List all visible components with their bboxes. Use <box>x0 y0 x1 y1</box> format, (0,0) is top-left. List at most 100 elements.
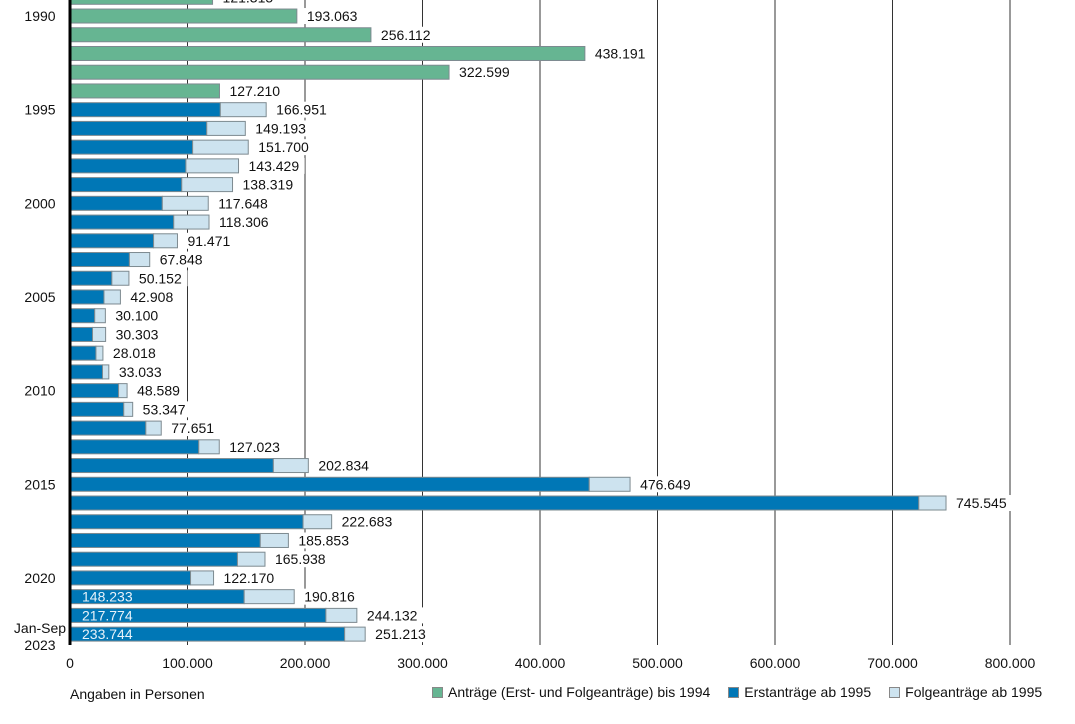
bar-segment <box>69 270 113 286</box>
bar-segment <box>69 177 183 193</box>
label-background <box>134 382 186 399</box>
label-background <box>271 551 332 568</box>
total-value-label: 202.834 <box>318 458 369 474</box>
bar-segment <box>69 45 586 61</box>
legend-label: Folgeanträge ab 1995 <box>905 684 1043 700</box>
legend-swatch <box>432 686 443 698</box>
y-tick-label: Jan-Sep <box>14 620 66 636</box>
total-value-label: 190.816 <box>304 589 355 605</box>
bar-segment <box>69 345 97 361</box>
bar-segment <box>103 289 121 305</box>
label-background <box>273 101 333 118</box>
bar-segment <box>302 514 333 530</box>
y-tick-label: 1990 <box>24 8 55 24</box>
x-tick-label: 100.000 <box>162 655 213 671</box>
total-value-label: 151.700 <box>258 139 309 155</box>
bar-segment <box>118 383 128 399</box>
total-value-label: 166.951 <box>276 102 327 118</box>
y-tick-label: 2010 <box>24 383 55 399</box>
bar-segment <box>69 120 208 136</box>
y-tick-label: 2015 <box>24 476 55 492</box>
label-background <box>168 420 220 437</box>
label-background <box>112 307 164 324</box>
bar-segment <box>69 158 187 174</box>
y-tick-label: 1995 <box>24 102 55 118</box>
label-background <box>219 0 279 6</box>
bar-segment <box>69 551 238 567</box>
legend-swatch <box>889 686 901 698</box>
total-value-label: 117.648 <box>218 195 268 211</box>
bar-segment <box>69 308 96 324</box>
label-background <box>303 8 364 25</box>
total-value-label: 118.306 <box>219 214 269 230</box>
bar-segment <box>588 476 631 492</box>
bar-segment <box>181 177 234 193</box>
bar-segment <box>69 495 920 511</box>
label-background <box>456 64 516 81</box>
total-value-label: 149.193 <box>255 120 306 136</box>
total-value-label: 222.683 <box>342 514 393 530</box>
label-background <box>377 26 438 43</box>
bar-segment <box>69 195 163 211</box>
label-background <box>637 476 697 493</box>
x-tick-label: 200.000 <box>280 655 331 671</box>
bar-segment <box>173 214 210 230</box>
bar-segment <box>236 551 266 567</box>
bar-segment <box>185 158 240 174</box>
bar-segment <box>190 570 215 586</box>
total-value-label: 121.315 <box>223 0 274 5</box>
total-value-label: 30.303 <box>116 326 159 342</box>
label-background <box>184 232 237 249</box>
bar-segment <box>69 139 194 155</box>
label-background <box>315 457 375 474</box>
legend: Anträge (Erst- und Folgeanträge) bis 199… <box>432 684 1042 700</box>
bar-segment <box>259 532 289 548</box>
total-value-label: 185.853 <box>298 532 349 548</box>
total-value-label: 91.471 <box>187 233 230 249</box>
y-tick-label: 2000 <box>24 195 55 211</box>
bar-segment <box>325 607 358 623</box>
x-tick-label: 700.000 <box>867 655 918 671</box>
label-background <box>156 251 209 268</box>
legend-swatch <box>728 686 740 698</box>
bar-segment <box>69 27 372 43</box>
label-background <box>220 569 280 586</box>
total-value-label: 143.429 <box>249 158 300 174</box>
erstantraege-value-label: 148.233 <box>82 589 133 605</box>
y-tick-label: 2020 <box>24 570 55 586</box>
bar-segment <box>69 439 200 455</box>
bar-segment <box>69 420 147 436</box>
bar-segment <box>69 214 175 230</box>
x-tick-label: 800.000 <box>985 655 1036 671</box>
x-tick-label: 0 <box>66 655 74 671</box>
bar-segment <box>69 289 105 305</box>
bar-segment <box>92 326 107 342</box>
bar-segment <box>161 195 209 211</box>
y-tick-label: 2023 <box>24 637 55 653</box>
total-value-label: 244.132 <box>367 607 418 623</box>
label-background <box>226 82 286 99</box>
erstantraege-value-label: 217.774 <box>82 607 133 623</box>
bar-segment <box>69 8 298 24</box>
bar-segment <box>69 532 261 548</box>
total-value-label: 127.210 <box>229 83 280 99</box>
total-value-label: 165.938 <box>275 551 326 567</box>
bar-segment <box>111 270 130 286</box>
total-value-label: 77.651 <box>171 420 214 436</box>
bar-segment <box>69 401 125 417</box>
legend-item-folgeantraege: Folgeanträge ab 1995 <box>889 684 1042 700</box>
bar-segment <box>69 476 590 492</box>
label-background <box>591 45 652 62</box>
x-axis-unit-label: Angaben in Personen <box>70 686 205 702</box>
label-background <box>372 626 432 643</box>
bar-segment <box>219 102 267 118</box>
bar-segment <box>69 0 214 5</box>
x-tick-label: 600.000 <box>750 655 801 671</box>
total-value-label: 30.100 <box>115 308 158 324</box>
bar-segment <box>272 458 309 474</box>
label-background <box>109 345 162 362</box>
label-background <box>953 495 1013 512</box>
bar-segment <box>94 308 106 324</box>
label-background <box>363 607 424 624</box>
